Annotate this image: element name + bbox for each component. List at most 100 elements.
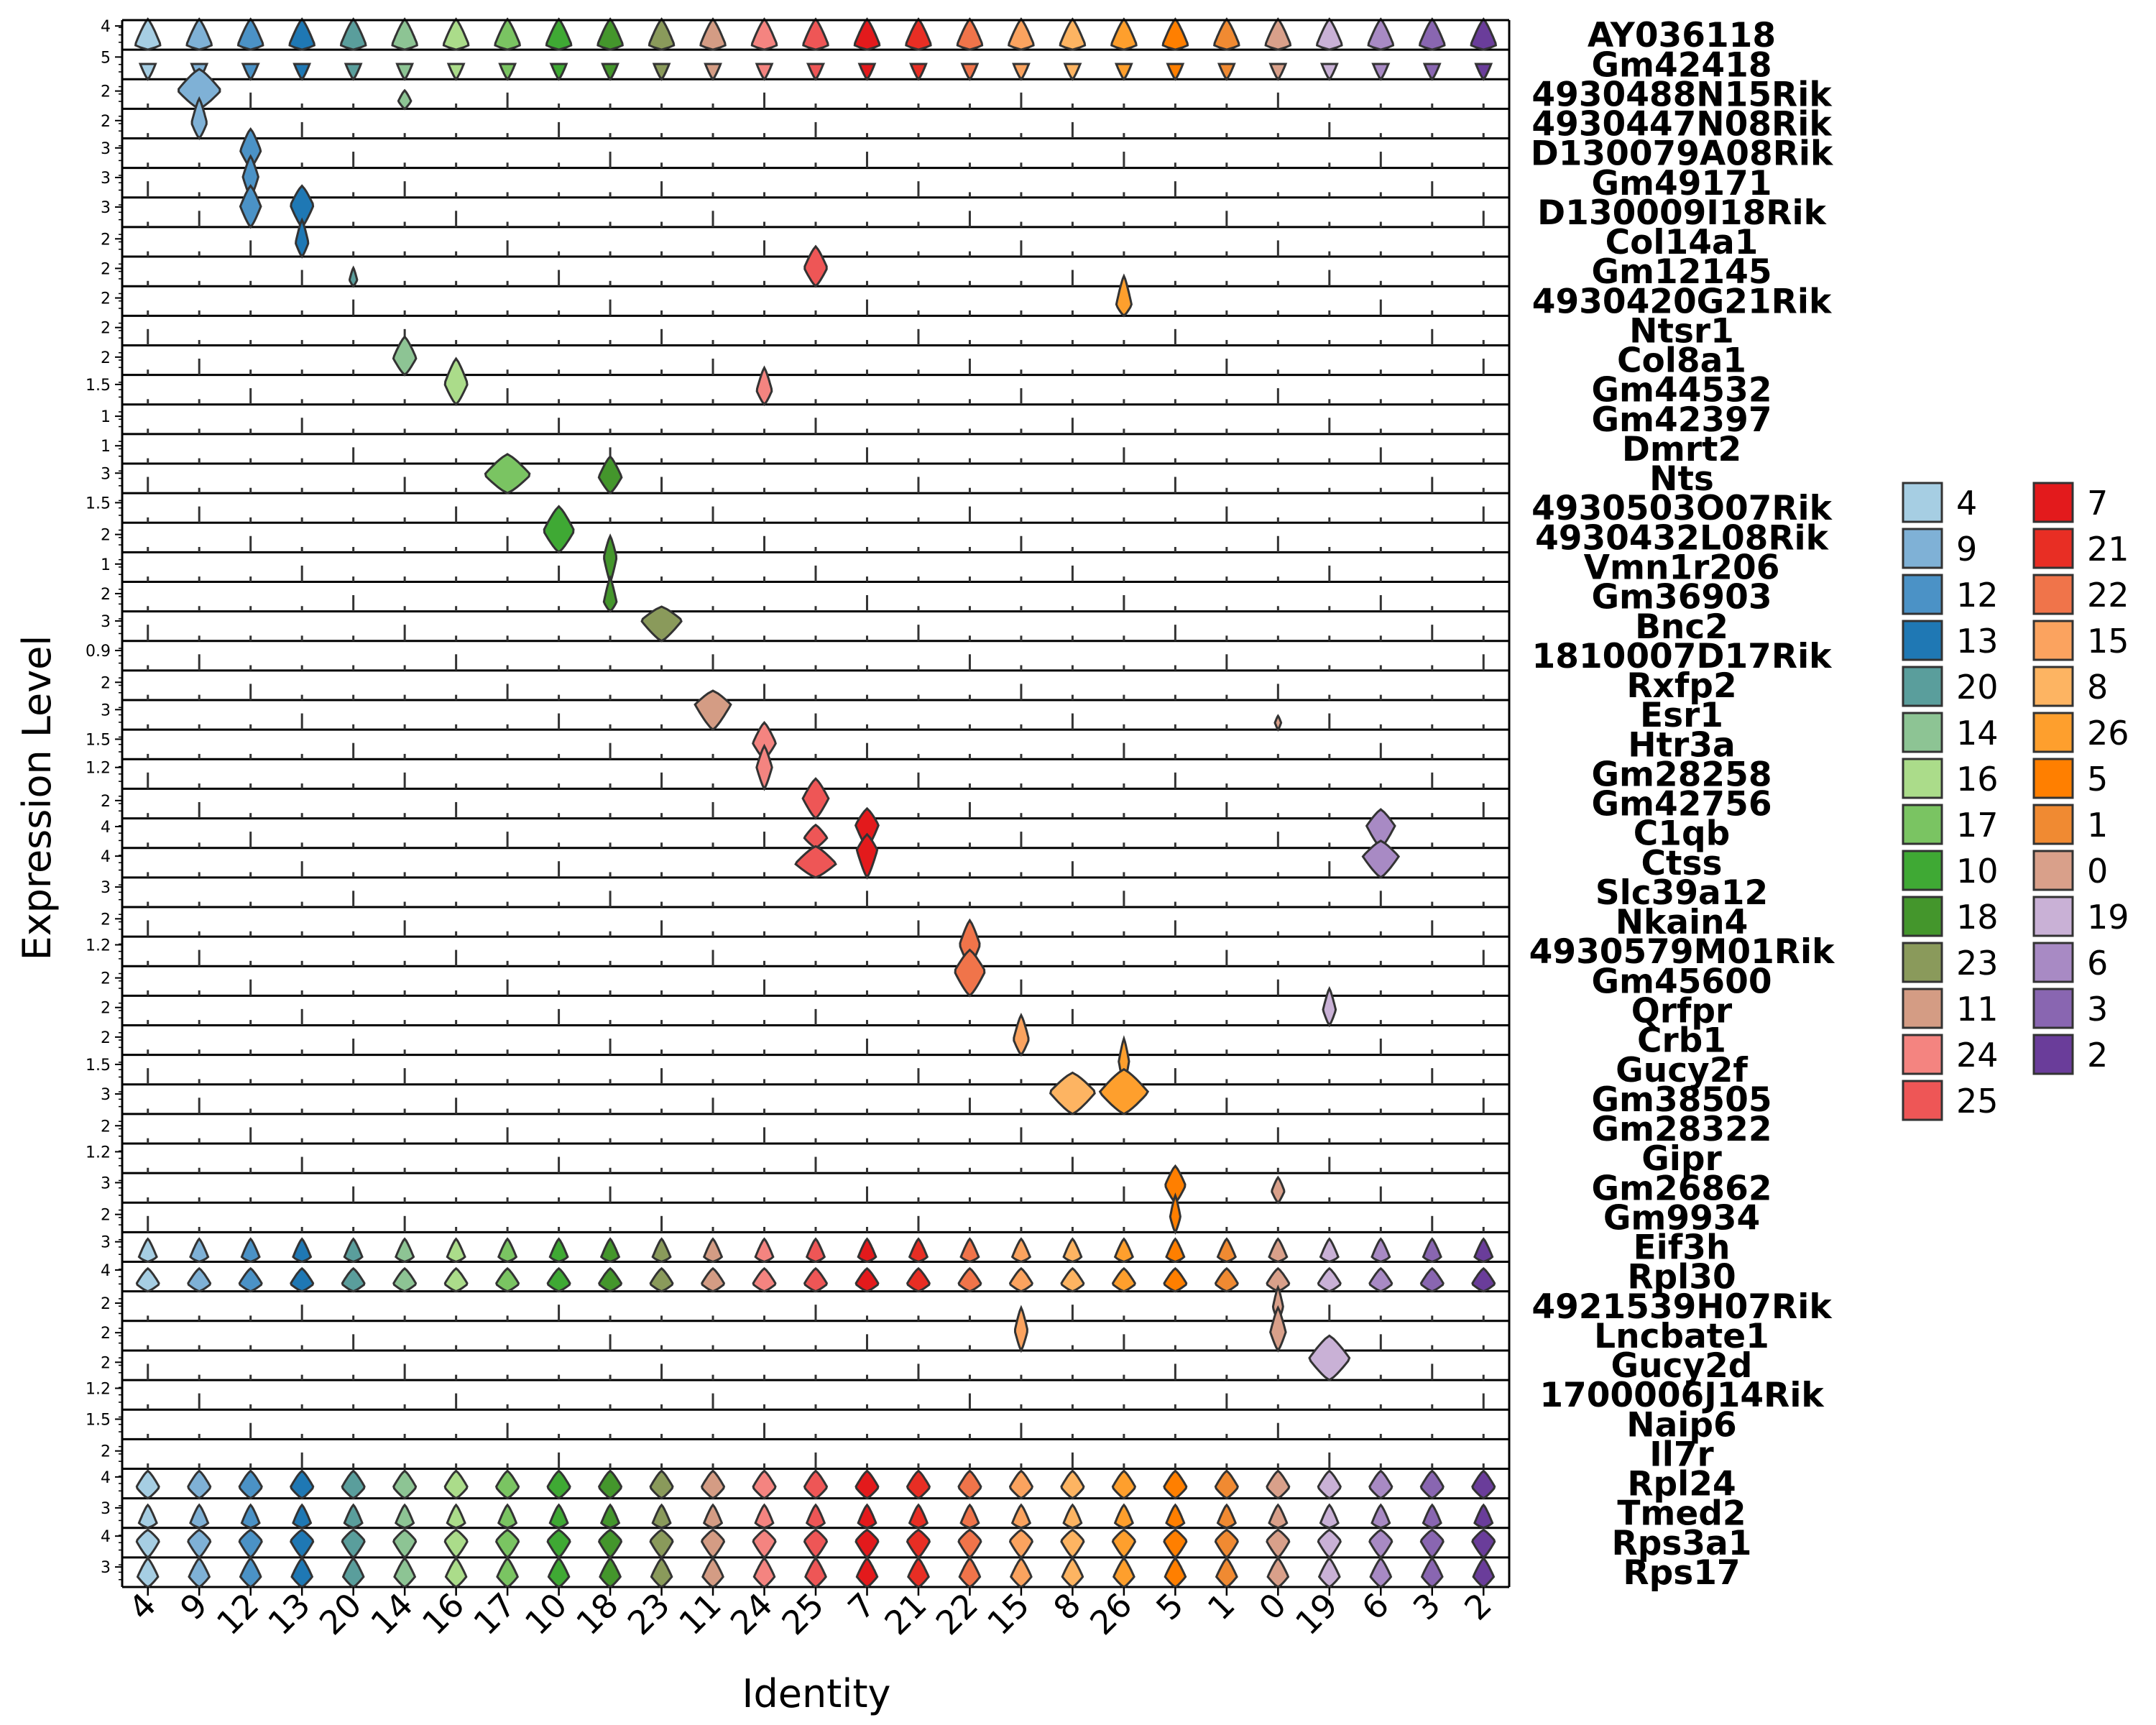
- violin-rpl24-4: [135, 1469, 160, 1500]
- violin-rps17-3: [1420, 1556, 1444, 1588]
- violin-rps3a1-4: [135, 1528, 160, 1559]
- y-tick-label: 2: [101, 674, 111, 692]
- violin-ay036118-19: [1315, 17, 1343, 51]
- violin-rpl30-22: [957, 1266, 982, 1293]
- y-tick-label: 3: [101, 1174, 111, 1192]
- violin-gm42756-25: [801, 777, 830, 820]
- legend-swatch-18: [1902, 896, 1943, 937]
- gene-label-ntsr1: Ntsr1: [1629, 311, 1734, 351]
- violin-rps3a1-9: [187, 1528, 212, 1559]
- violin-gm9934-5: [1169, 1192, 1181, 1235]
- y-tick-label: 1.2: [86, 937, 111, 955]
- y-tick-label: 2: [101, 911, 111, 929]
- panel-gm36903: 2 Gm36903: [101, 575, 1772, 617]
- y-tick-label: 1: [101, 438, 111, 456]
- violin-col8a1-14: [392, 335, 418, 377]
- violin-rps3a1-5: [1163, 1528, 1188, 1559]
- gene-label-gm49171: Gm49171: [1591, 164, 1772, 203]
- gene-label-4930447n08rik: 4930447N08Rik: [1531, 105, 1833, 144]
- legend-swatch-9: [1902, 528, 1943, 569]
- gene-label-vmn1r206: Vmn1r206: [1584, 548, 1780, 588]
- violin-rpl30-20: [341, 1266, 366, 1293]
- legend-swatch-16: [1902, 758, 1943, 799]
- gene-label-gm44532: Gm44532: [1591, 371, 1772, 410]
- violin-eif3h-18: [599, 1237, 621, 1264]
- legend-label-16: 16: [1956, 760, 1999, 799]
- x-axis-title: Identity: [742, 1671, 891, 1716]
- violin-rpl24-12: [238, 1469, 263, 1500]
- violin-qrfpr-19: [1322, 985, 1337, 1028]
- violin-ay036118-20: [339, 17, 367, 51]
- violin-gm42418-5: [1166, 63, 1185, 81]
- legend-label-7: 7: [2087, 484, 2108, 523]
- violin-d130079a08rik-12: [239, 126, 262, 170]
- y-tick-label: 3: [101, 465, 111, 483]
- y-tick-label: 3: [101, 1086, 111, 1104]
- violin-tmed2-0: [1268, 1503, 1289, 1530]
- violin-tmed2-20: [343, 1503, 364, 1530]
- violin-rpl24-18: [597, 1469, 623, 1500]
- violin-tmed2-5: [1165, 1503, 1186, 1530]
- legend-swatch-15: [2032, 620, 2074, 661]
- violin-rps3a1-14: [392, 1528, 418, 1559]
- y-tick-label: 1.2: [86, 760, 111, 778]
- legend-label-15: 15: [2087, 622, 2129, 661]
- violin-ay036118-6: [1367, 17, 1395, 51]
- violin-tmed2-21: [908, 1503, 929, 1530]
- violin-tmed2-14: [395, 1503, 415, 1530]
- y-tick-label: 1.2: [86, 1381, 111, 1399]
- violin-rps3a1-25: [803, 1528, 829, 1559]
- legend-swatch-26: [2032, 712, 2074, 753]
- violin-eif3h-21: [908, 1237, 929, 1264]
- panel-htr3a: 1.5 Htr3a: [86, 721, 1736, 765]
- violin-gm42418-7: [857, 63, 877, 81]
- violin-rpl24-7: [854, 1469, 880, 1500]
- gene-label-gm26862: Gm26862: [1591, 1169, 1772, 1208]
- panel-gm42756: 2 Gm42756: [101, 777, 1772, 824]
- legend-swatch-7: [2032, 482, 2074, 523]
- violin-gm12145-25: [803, 244, 828, 288]
- violin-gm42418-6: [1371, 63, 1391, 81]
- gene-label-il7r: Il7r: [1649, 1435, 1714, 1474]
- violin-ay036118-16: [442, 17, 470, 51]
- gene-label-4930488n15rik: 4930488N15Rik: [1531, 75, 1833, 114]
- x-tick-label-21: 21: [877, 1586, 934, 1643]
- violin-d130009i18rik-13: [290, 184, 315, 229]
- legend-label-9: 9: [1956, 530, 1977, 569]
- legend-label-21: 21: [2087, 530, 2129, 569]
- violin-tmed2-12: [240, 1503, 261, 1530]
- gene-label-ay036118: AY036118: [1588, 16, 1776, 55]
- violin-4930488n15rik-9: [178, 68, 221, 111]
- x-tick-label-8: 8: [1046, 1586, 1088, 1628]
- legend-swatch-20: [1902, 666, 1943, 707]
- legend-swatch-13: [1902, 620, 1943, 661]
- violin-rpl24-20: [341, 1469, 366, 1500]
- gene-label-rps3a1: Rps3a1: [1612, 1524, 1752, 1563]
- y-tick-label: 2: [101, 349, 111, 367]
- violin-gm42418-18: [601, 63, 619, 81]
- legend-label-11: 11: [1956, 990, 1999, 1029]
- violin-rpl30-12: [238, 1266, 263, 1293]
- violin-rps3a1-19: [1317, 1528, 1342, 1559]
- y-tick-label: 2: [101, 260, 111, 278]
- violin-eif3h-6: [1370, 1237, 1391, 1264]
- panel-rpl30: 4 Rpl30: [101, 1258, 1736, 1297]
- violin-gm42418-13: [292, 63, 312, 81]
- violin-tmed2-25: [805, 1503, 826, 1530]
- violin-rpl30-0: [1266, 1266, 1291, 1293]
- violin-rpl24-15: [1008, 1469, 1034, 1500]
- legend-swatch-6: [2032, 942, 2074, 983]
- violin-rps17-14: [393, 1556, 417, 1588]
- legend-swatch-22: [2032, 574, 2074, 615]
- legend-swatch-11: [1902, 988, 1943, 1029]
- violin-gm38505-26: [1098, 1067, 1150, 1116]
- violin-gm26862-0: [1271, 1175, 1286, 1205]
- violin-eif3h-11: [702, 1237, 724, 1264]
- violin-ay036118-0: [1264, 17, 1292, 51]
- panel-bnc2: 3 Bnc2: [101, 605, 1728, 647]
- violin-rpl24-26: [1111, 1469, 1137, 1500]
- gene-label-4930420g21rik: 4930420G21Rik: [1532, 282, 1833, 321]
- y-tick-label: 2: [101, 793, 111, 811]
- panel-naip6: 1.5 Naip6: [86, 1405, 1737, 1445]
